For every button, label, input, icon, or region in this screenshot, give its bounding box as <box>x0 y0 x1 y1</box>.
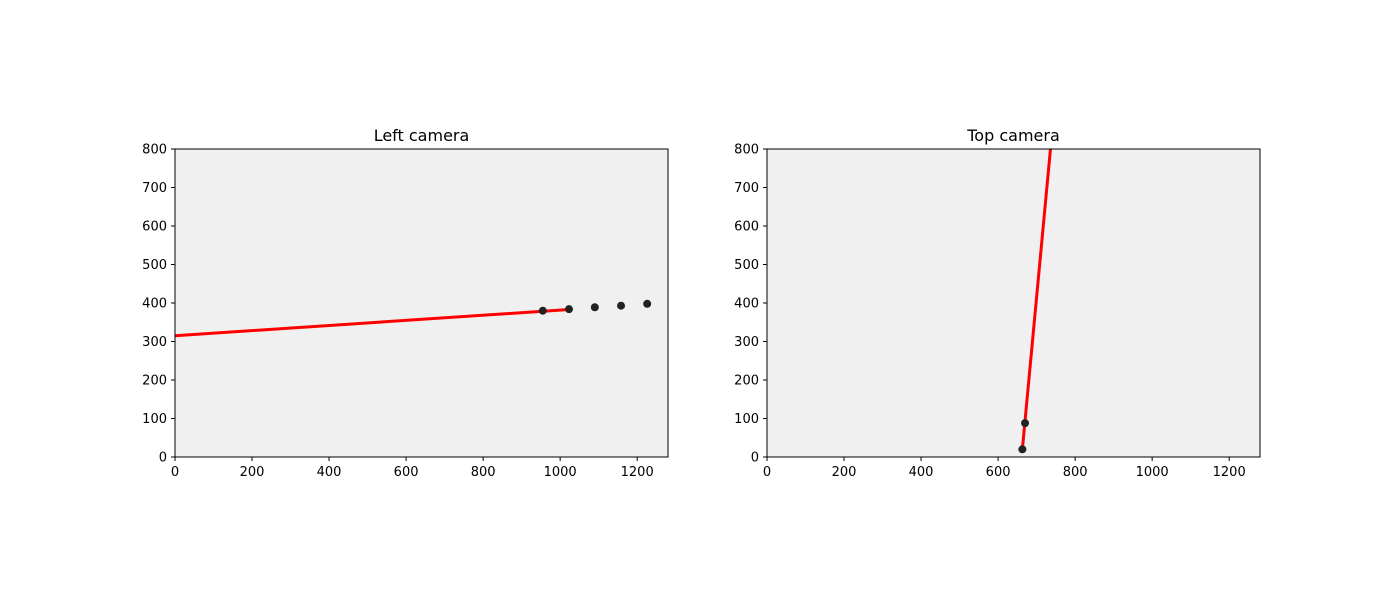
fit-line <box>1020 149 1052 451</box>
data-point <box>538 306 547 315</box>
x-tick-label: 0 <box>763 465 771 480</box>
y-tick-label: 500 <box>734 258 759 273</box>
y-tick-label: 500 <box>142 258 167 273</box>
data-point <box>1018 445 1027 454</box>
y-tick-label: 0 <box>751 451 759 466</box>
y-tick-label: 400 <box>142 297 167 312</box>
data-point <box>1021 419 1030 428</box>
chart-title: Top camera <box>966 126 1060 145</box>
x-tick-label: 200 <box>240 465 265 480</box>
y-tick-label: 200 <box>734 374 759 389</box>
data-point <box>590 303 599 312</box>
x-tick-label: 200 <box>832 465 857 480</box>
top-camera-panel: 0 200 400 600 800 1000 1200 0 100 200 300 400 500 60… <box>734 126 1261 480</box>
x-tick-label: 1200 <box>621 465 654 480</box>
y-tick-label: 700 <box>734 181 759 196</box>
x-tick-label: 600 <box>394 465 419 480</box>
y-tick-label: 700 <box>142 181 167 196</box>
x-tick-label: 600 <box>986 465 1011 480</box>
plot-background <box>767 149 1260 457</box>
y-tick-label: 100 <box>142 412 167 427</box>
x-tick-label: 1000 <box>544 465 577 480</box>
y-tick-label: 300 <box>734 335 759 350</box>
y-tick-label: 300 <box>142 335 167 350</box>
y-tick-label: 0 <box>159 451 167 466</box>
plot-background <box>175 149 668 457</box>
x-tick-label: 1000 <box>1136 465 1169 480</box>
x-tick-label: 0 <box>171 465 179 480</box>
left-camera-panel: 0 200 400 600 800 1000 1200 0 100 200 300 400 500 60… <box>142 126 669 480</box>
x-tick-label: 400 <box>909 465 934 480</box>
y-tick-label: 600 <box>734 220 759 235</box>
chart-title: Left camera <box>374 126 470 145</box>
x-tick-label: 1200 <box>1213 465 1246 480</box>
x-tick-label: 400 <box>317 465 342 480</box>
data-point <box>617 301 626 310</box>
y-tick-label: 600 <box>142 220 167 235</box>
y-tick-label: 100 <box>734 412 759 427</box>
y-tick-label: 400 <box>734 297 759 312</box>
fit-line <box>175 308 571 338</box>
y-tick-label: 200 <box>142 374 167 389</box>
x-tick-label: 800 <box>471 465 496 480</box>
data-point <box>565 305 574 314</box>
x-tick-label: 800 <box>1063 465 1088 480</box>
data-point <box>643 299 652 308</box>
y-tick-label: 800 <box>142 143 167 158</box>
y-tick-label: 800 <box>734 143 759 158</box>
